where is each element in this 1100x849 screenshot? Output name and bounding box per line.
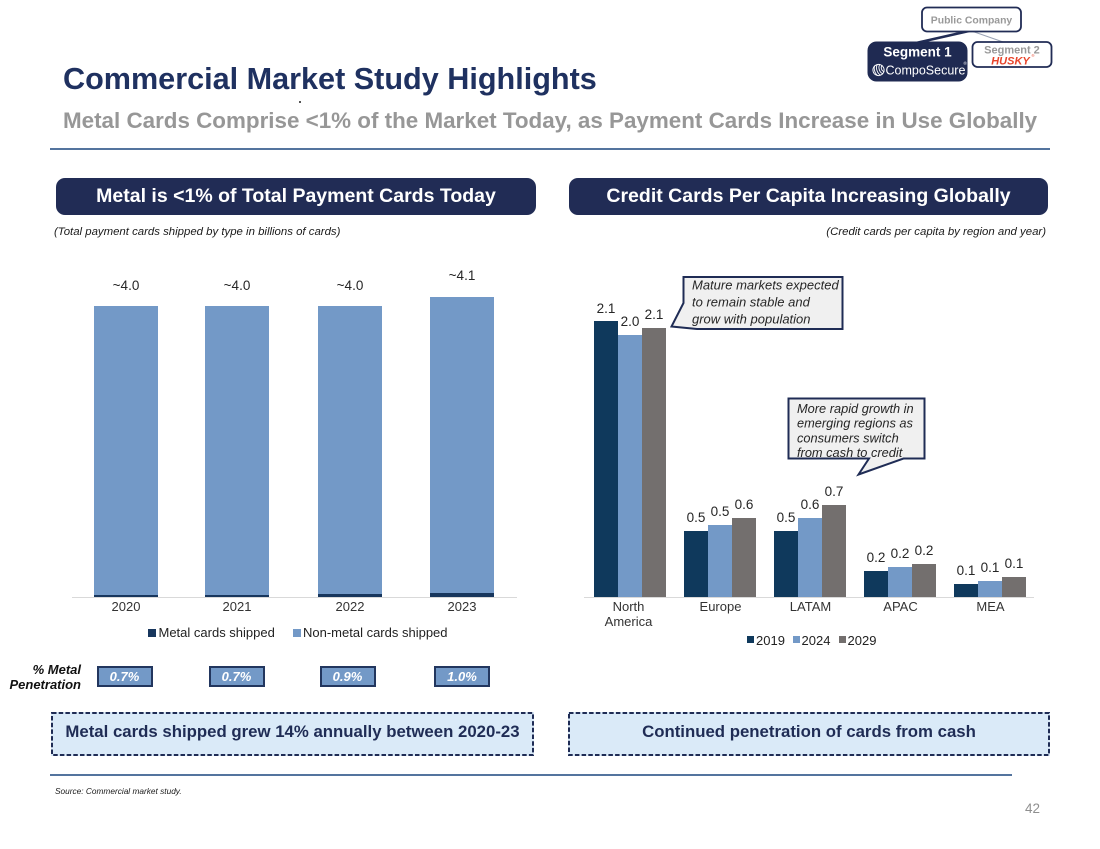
svg-text:consumers switch: consumers switch <box>797 430 899 445</box>
svg-text:grow with population: grow with population <box>692 312 811 327</box>
svg-text:Segment 1: Segment 1 <box>883 45 952 60</box>
svg-text:Mature markets expected: Mature markets expected <box>692 278 839 293</box>
svg-text:to remain stable and: to remain stable and <box>692 295 811 310</box>
svg-text:HUSKY: HUSKY <box>991 56 1031 68</box>
svg-text:from cash to credit: from cash to credit <box>797 445 903 460</box>
svg-text:®: ® <box>964 60 968 66</box>
svg-text:Segment 2: Segment 2 <box>984 45 1040 57</box>
svg-text:Public Company: Public Company <box>931 16 1013 27</box>
svg-text:®: ® <box>1032 53 1035 58</box>
svg-text:emerging regions as: emerging regions as <box>797 416 914 431</box>
svg-text:More rapid growth in: More rapid growth in <box>797 401 914 416</box>
svg-text:CompoSecure: CompoSecure <box>886 64 966 78</box>
